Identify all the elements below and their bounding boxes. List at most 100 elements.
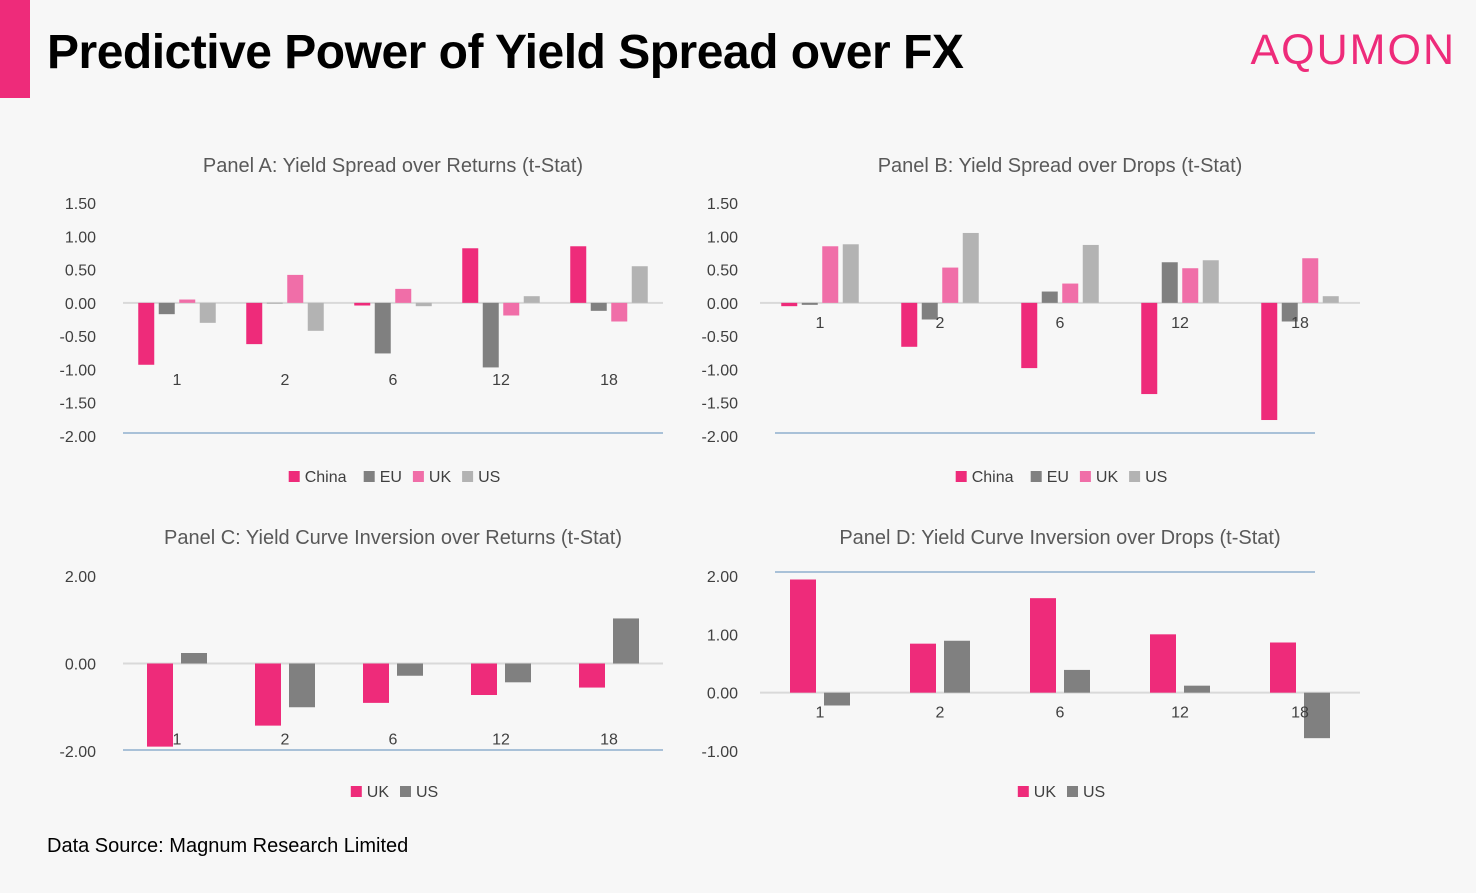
bar-us	[1304, 692, 1330, 739]
legend-label: China	[972, 469, 1014, 486]
chart-title: Panel D: Yield Curve Inversion over Drop…	[839, 527, 1280, 549]
bar-uk	[1150, 634, 1176, 693]
bar-uk	[790, 579, 816, 693]
legend-label: UK	[1034, 784, 1057, 801]
bar-china	[1261, 302, 1278, 421]
legend-swatch-uk	[412, 471, 424, 482]
y-tick-label: -1.00	[60, 362, 97, 379]
y-tick-label: 0.50	[707, 263, 738, 280]
legend-swatch-eu	[363, 471, 375, 482]
category-label: 12	[1171, 705, 1189, 722]
y-tick-label: -2.00	[60, 744, 97, 761]
bar-china	[570, 246, 587, 303]
bar-eu	[590, 302, 607, 311]
category-label: 1	[816, 315, 825, 332]
bar-uk	[942, 267, 959, 303]
bar-china	[246, 302, 263, 345]
legend-swatch-china	[288, 471, 300, 482]
bar-uk	[287, 274, 304, 303]
bar-us	[1202, 260, 1219, 303]
bar-us	[631, 266, 648, 303]
bar-uk	[255, 663, 281, 726]
bar-us	[397, 663, 423, 676]
bar-us	[1184, 685, 1210, 693]
category-label: 6	[1056, 315, 1065, 332]
y-tick-label: -0.50	[60, 329, 97, 346]
legend-label: China	[305, 469, 347, 486]
bar-uk	[1030, 598, 1056, 693]
category-label: 2	[281, 732, 290, 749]
bar-china	[1021, 302, 1038, 369]
bar-us	[181, 653, 207, 664]
y-tick-label: 2.00	[65, 569, 96, 586]
y-tick-label: -1.00	[702, 744, 739, 761]
legend-swatch-us	[462, 471, 474, 482]
y-tick-label: 0.00	[65, 296, 96, 313]
bar-uk	[363, 663, 389, 703]
bar-us	[1064, 669, 1090, 693]
y-tick-label: -2.00	[702, 429, 739, 446]
y-tick-label: -0.50	[702, 329, 739, 346]
legend-swatch-eu	[1030, 471, 1042, 482]
category-label: 6	[1056, 705, 1065, 722]
legend-label: US	[416, 784, 438, 801]
bar-uk	[1270, 642, 1296, 693]
y-tick-label: 1.00	[707, 229, 738, 246]
chart-legend: UK US	[1017, 784, 1105, 801]
chart-legend: UK US	[350, 784, 438, 801]
category-label: 1	[816, 705, 825, 722]
legend-swatch-us	[1129, 471, 1141, 482]
legend-swatch-uk	[350, 786, 362, 797]
chart-legend: China EU UK US	[955, 469, 1167, 486]
bar-us	[415, 302, 432, 307]
legend-label: EU	[380, 469, 402, 486]
y-tick-label: 1.50	[707, 196, 738, 213]
chart-title: Panel A: Yield Spread over Returns (t-St…	[203, 155, 583, 177]
bar-eu	[266, 302, 283, 304]
bar-us	[944, 640, 970, 693]
legend-swatch-us	[400, 786, 411, 797]
y-tick-label: -2.00	[60, 429, 97, 446]
bar-us	[1082, 244, 1099, 303]
bar-us	[505, 663, 531, 683]
category-label: 2	[281, 372, 290, 389]
brand-logo: AQUMON	[1250, 26, 1456, 74]
category-label: 1	[173, 372, 182, 389]
bar-us	[289, 663, 315, 708]
category-label: 18	[600, 732, 618, 749]
bar-eu	[801, 302, 818, 305]
chart-title: Panel C: Yield Curve Inversion over Retu…	[164, 527, 622, 549]
legend-label: US	[1083, 784, 1105, 801]
bar-us	[962, 232, 979, 303]
legend-swatch-uk	[1079, 471, 1091, 482]
bar-uk	[1062, 283, 1079, 303]
bar-us	[199, 302, 216, 323]
legend-label: UK	[1096, 469, 1119, 486]
y-tick-label: 1.50	[65, 196, 96, 213]
chart-svg: Panel C: Yield Curve Inversion over Retu…	[60, 527, 663, 801]
bar-uk	[1182, 268, 1199, 303]
bar-us	[307, 302, 324, 331]
data-source-note: Data Source: Magnum Research Limited	[47, 835, 409, 857]
y-tick-label: 2.00	[707, 569, 738, 586]
category-label: 12	[492, 372, 510, 389]
bar-us	[523, 296, 540, 303]
bar-china	[901, 302, 918, 347]
y-tick-label: -1.50	[60, 396, 97, 413]
chart-panel-b: Panel B: Yield Spread over Drops (t-Stat…	[700, 140, 1380, 500]
legend-label: EU	[1047, 469, 1069, 486]
bar-china	[138, 302, 155, 365]
chart-svg: Panel B: Yield Spread over Drops (t-Stat…	[702, 155, 1360, 486]
chart-panel-c: Panel C: Yield Curve Inversion over Retu…	[40, 512, 680, 812]
legend-label: UK	[429, 469, 452, 486]
bar-uk	[579, 663, 605, 688]
page-title: Predictive Power of Yield Spread over FX	[47, 26, 964, 79]
chart-title: Panel B: Yield Spread over Drops (t-Stat…	[878, 155, 1243, 177]
category-label: 18	[1291, 315, 1309, 332]
chart-svg: Panel A: Yield Spread over Returns (t-St…	[60, 155, 663, 486]
chart-legend: China EU UK US	[288, 469, 500, 486]
bar-us	[1322, 296, 1339, 303]
category-label: 2	[936, 705, 945, 722]
legend-swatch-uk	[1017, 786, 1029, 797]
y-tick-label: 0.50	[65, 263, 96, 280]
